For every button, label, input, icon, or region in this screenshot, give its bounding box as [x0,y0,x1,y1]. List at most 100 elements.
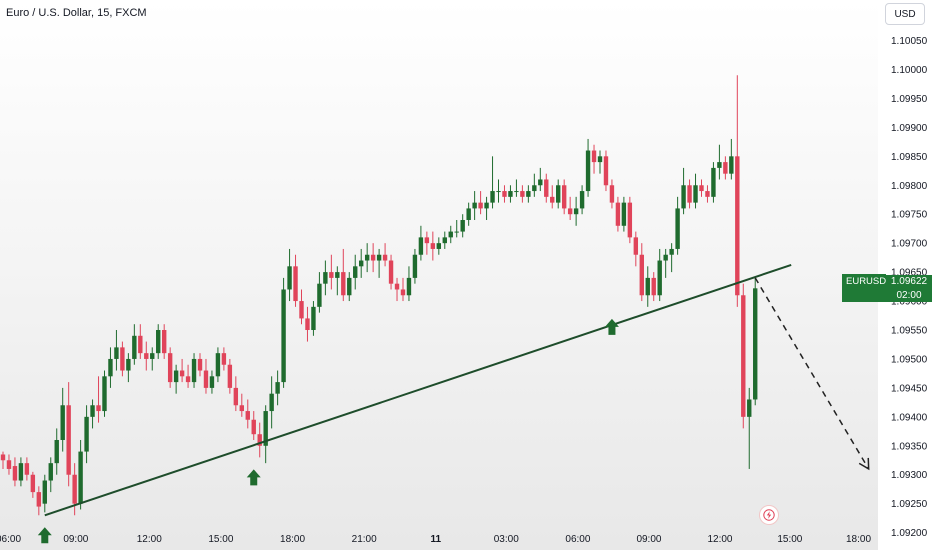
candle [78,440,83,510]
candles-layer [0,75,758,516]
candle [215,347,221,383]
candle-body [108,358,113,377]
candle-body [663,254,668,261]
candle [663,248,668,278]
candle-body [699,185,704,192]
candle [550,185,555,209]
candle-body [609,185,615,203]
candle-body [741,295,746,417]
candle [484,196,489,220]
candle-body [227,364,233,388]
last-price-badge: EURUSD [842,274,886,302]
candle [514,179,519,197]
candle-body [687,185,692,203]
candle [120,341,125,377]
candle [532,173,537,197]
candle-body [717,162,722,168]
candle [741,283,746,429]
candle [347,272,352,302]
candle-body [72,474,77,504]
candle [633,231,639,267]
dashed-arrow-icon [754,277,870,470]
y-tick-label: 1.09200 [891,528,928,539]
tradingview-logo[interactable] [759,505,779,525]
candle [585,138,591,197]
candle [60,387,65,452]
candle-body [735,156,740,296]
candle [335,266,340,296]
candle [400,277,406,302]
candle [185,364,191,388]
candle-body [221,353,227,365]
candle [48,457,53,493]
candle [72,463,77,516]
y-tick-label: 1.09650 [891,268,928,279]
x-tick-label: 03:00 [494,534,519,545]
candle [699,179,704,197]
candle [353,254,358,290]
candle [556,179,561,209]
candle-body [347,277,352,296]
candle-body [209,376,215,388]
candle-body [185,376,191,383]
candle-body [573,208,579,215]
candle [382,243,388,267]
candle [251,411,256,440]
candle-body [173,370,179,383]
candle-body [376,254,382,261]
candle [490,156,495,209]
candle-body [114,347,119,359]
candle-body [197,358,203,371]
y-tick-label: 1.09550 [891,326,928,337]
candle [621,196,627,232]
y-tick-label: 1.09350 [891,441,928,452]
annotation-layer [37,263,870,544]
price-axis-labels: 1.10050 1.10000 1.09950 1.09900 1.09850 1.098… [891,36,928,539]
candle-body [323,272,328,284]
candle-body [359,260,364,267]
candle [233,376,239,412]
candle-body [430,243,436,249]
x-tick-label: 06:00 [565,534,590,545]
candle-body [167,353,173,383]
y-tick-label: 1.09300 [891,470,928,481]
candle-body [597,156,603,163]
candle [544,173,549,203]
candle [364,243,370,273]
candle [36,486,42,516]
candle [376,248,382,278]
candle-body [502,191,507,197]
up-arrow-icon [37,527,52,544]
candle [161,324,167,359]
candle-body [120,347,125,371]
candle-body [36,492,42,507]
candle [126,353,131,383]
candle-body [275,382,280,394]
candle-body [657,260,662,296]
candle-body [66,405,71,475]
candle-body [508,191,513,197]
y-tick-label: 1.09400 [891,412,928,423]
candle-body [311,306,316,330]
candle-body [645,277,650,296]
x-tick-label: 12:00 [707,534,732,545]
candle [645,266,650,307]
y-tick-label: 1.09850 [891,152,928,163]
badge-symbol: EURUSD [846,276,887,287]
candle [723,156,728,180]
candle-body [382,254,388,261]
candle [66,382,71,487]
candle-body [633,237,639,255]
candle-body [514,191,519,193]
candle [651,272,656,302]
candle [538,167,543,192]
currency-button[interactable]: USD [885,3,925,25]
candle [747,387,752,469]
candle [370,243,376,273]
candle [573,196,579,226]
candle [30,471,36,498]
candle [275,370,280,406]
candle-body [705,191,710,197]
candle [412,248,418,284]
